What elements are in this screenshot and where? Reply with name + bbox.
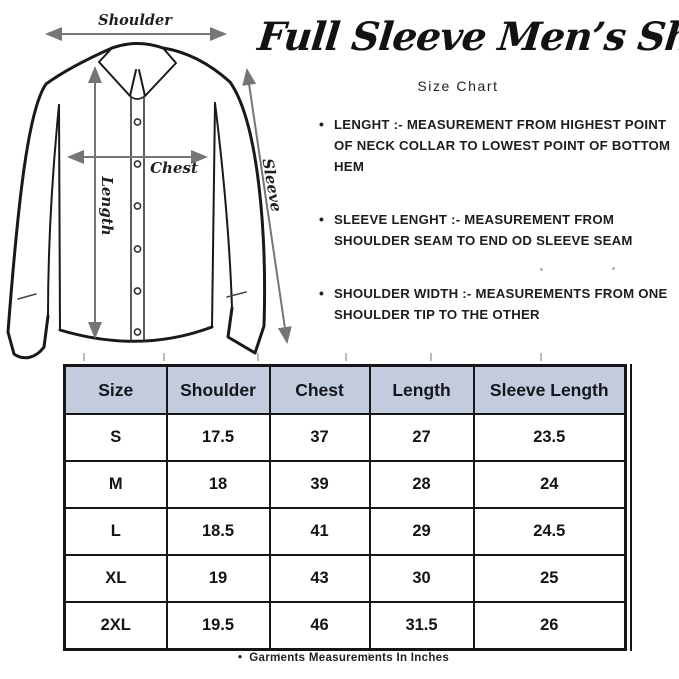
page-subtitle: Size Chart xyxy=(417,78,499,94)
shirt-outline xyxy=(6,42,267,360)
column-header: Size xyxy=(63,364,168,415)
measurement-note: SHOULDER WIDTH :- MEASUREMENTS FROM ONE … xyxy=(319,283,678,325)
scan-speck xyxy=(612,267,615,270)
footnote-bullet: • xyxy=(237,652,243,664)
size-table: Size Shoulder Chest Length Sleeve Length S 17… xyxy=(63,364,627,651)
measurement-notes: LENGHT :- MEASUREMENT FROM HIGHEST POINT… xyxy=(319,114,678,357)
measurement-note: LENGHT :- MEASUREMENT FROM HIGHEST POINT… xyxy=(319,114,678,177)
table-cell: 37 xyxy=(268,413,371,462)
column-header: Sleeve Length xyxy=(472,364,627,415)
table-cell: M xyxy=(63,460,168,509)
table-cell: 30 xyxy=(368,554,475,603)
measurement-note: SLEEVE LENGHT :- MEASUREMENT FROM SHOULD… xyxy=(319,209,678,251)
table-cell: 18 xyxy=(165,460,271,509)
table-cell: 26 xyxy=(472,601,627,651)
measurement-arrows xyxy=(45,27,292,344)
footnote-text: Garments Measurements In Inches xyxy=(249,652,450,664)
table-row: S 17.5 37 27 23.5 xyxy=(63,413,627,462)
table-cell: 23.5 xyxy=(472,413,627,462)
table-row: M 18 39 28 24 xyxy=(63,460,627,509)
table-cell: 29 xyxy=(368,507,475,556)
page-title: Full Sleeve Men’s Shirt xyxy=(255,14,679,60)
table-cell: 24 xyxy=(472,460,627,509)
table-cell: XL xyxy=(63,554,168,603)
table-cell: 17.5 xyxy=(165,413,271,462)
table-cell: 28 xyxy=(368,460,475,509)
sleeve-label: Sleeve xyxy=(258,157,285,213)
table-cell: L xyxy=(63,507,168,556)
length-label: Length xyxy=(98,175,116,235)
column-header: Length xyxy=(368,364,475,415)
shirt-measurement-diagram: Shoulder Chest Length Sleeve xyxy=(6,12,292,360)
shoulder-label: Shoulder xyxy=(98,12,173,29)
column-header: Chest xyxy=(268,364,371,415)
table-row: XL 19 43 30 25 xyxy=(63,554,627,603)
table-cell: 2XL xyxy=(63,601,168,651)
sleeve-arrow xyxy=(242,68,292,344)
table-cell: 24.5 xyxy=(472,507,627,556)
table-cell: 31.5 xyxy=(368,601,475,651)
chest-label: Chest xyxy=(150,159,198,177)
shirt-placket xyxy=(130,95,145,343)
size-table-wrap: Size Shoulder Chest Length Sleeve Length S 17… xyxy=(63,353,632,660)
column-header: Shoulder xyxy=(165,364,271,415)
table-cell: 25 xyxy=(472,554,627,603)
table-cell: 18.5 xyxy=(165,507,271,556)
size-table-body: S 17.5 37 27 23.5 M 18 39 28 24 L 18.5 41 29 24.5 XL 19 4… xyxy=(63,413,627,651)
table-cell: 27 xyxy=(368,413,475,462)
table-cell: 39 xyxy=(268,460,371,509)
table-row: L 18.5 41 29 24.5 xyxy=(63,507,627,556)
scan-speck xyxy=(540,268,543,271)
table-cell: 19 xyxy=(165,554,271,603)
table-cell: 41 xyxy=(268,507,371,556)
table-cell: S xyxy=(63,413,168,462)
shirt-buttons xyxy=(133,118,142,336)
size-table-header-row: Size Shoulder Chest Length Sleeve Length xyxy=(63,364,627,415)
table-cell: 46 xyxy=(268,601,371,651)
table-cell: 43 xyxy=(268,554,371,603)
table-footnote: • Garments Measurements In Inches xyxy=(63,652,624,664)
table-row: 2XL 19.5 46 31.5 26 xyxy=(63,601,627,651)
table-cell: 19.5 xyxy=(165,601,271,651)
